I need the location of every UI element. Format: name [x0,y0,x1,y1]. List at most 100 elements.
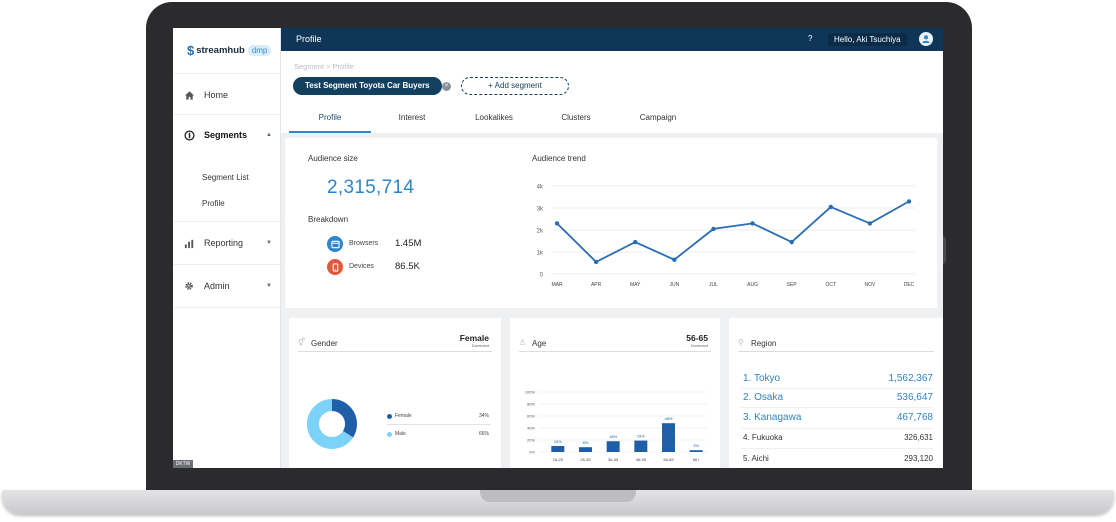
overview-card: Audience size 2,315,714 Breakdown Browse… [285,138,937,308]
sidebar-footer-tag: DKTW [173,460,193,468]
divider [519,351,711,352]
laptop-notch [480,490,636,502]
app-logo[interactable]: $ streamhub dmp [173,28,280,74]
device-icon [327,259,343,275]
x-tick-label: JUN [669,282,679,288]
region-row: 2. Osaka 536,647 [743,392,933,406]
x-tick-label: APR [591,282,602,288]
add-segment-button[interactable]: + Add segment [461,77,569,95]
bar-data-label: 8% [583,440,589,445]
x-tick-label: 18-25 [553,457,564,462]
home-icon [183,89,195,101]
brand-tag: dmp [247,45,272,56]
region-name: 3. Kanagawa [743,412,802,423]
sidebar-item-label: Home [204,90,229,100]
tab-profile[interactable]: Profile [289,107,371,133]
region-value: 1,562,367 [888,373,934,384]
divider [738,351,934,352]
region-row: 4. Fukuoka 326,631 [743,433,933,447]
sidebar-item-reporting[interactable]: Reporting ▼ [173,223,281,263]
y-tick-label: 80% [527,402,535,407]
region-value: 326,631 [904,433,933,442]
sidebar-subitem-label: Segment List [202,172,249,182]
region-name: 1. Tokyo [743,373,781,384]
audience-trend-label: Audience trend [532,154,586,163]
tab-campaign[interactable]: Campaign [639,113,677,122]
gear-icon [183,280,195,292]
y-tick-label: 0 [540,273,544,279]
close-icon[interactable]: × [442,82,451,91]
y-tick-label: 3k [537,207,544,213]
trend-point [633,239,638,245]
x-tick-label: 36-45 [608,457,619,462]
region-value: 467,768 [896,412,933,423]
age-bar [634,440,648,452]
trend-point [789,239,794,245]
sidebar-item-admin[interactable]: Admin ▼ [173,266,281,306]
sidebar-subitem-label: Profile [202,198,225,208]
gender-card: ⚥ Gender Female Dominant Female 34% Male… [289,318,501,468]
sidebar-item-profile[interactable]: Profile [173,190,281,216]
caret-down-icon: ▼ [266,240,272,246]
bar-data-label: 19% [637,434,645,439]
age-bar [689,450,703,452]
female-legend-pct: 34% [479,413,490,419]
x-tick-label: 56-65 [663,457,674,462]
trend-point [750,221,755,226]
age-bar [579,447,592,452]
male-legend-label: Male [395,431,406,437]
male-legend-pct: 66% [479,431,490,437]
breakdown-browsers-value: 1.45M [395,238,422,249]
trend-point [672,257,677,262]
region-name: 4. Fukuoka [743,433,783,442]
female-legend-dot [387,414,392,419]
bar-data-label: 48% [664,416,672,421]
region-title: Region [751,339,777,348]
gender-dominant-sub: Dominant [471,343,489,348]
x-tick-label: NOV [864,282,876,288]
x-tick-label: DEC [904,282,915,288]
user-greeting[interactable]: Hello, Aki Tsuchiya [828,33,907,46]
gender-icon: ⚥ [298,338,306,347]
region-value: 536,647 [896,392,933,403]
sidebar-item-segment-list[interactable]: Segment List [173,164,281,190]
caret-down-icon: ▼ [266,283,272,289]
y-tick-label: 0% [529,450,535,455]
x-tick-label: 66+ [693,457,700,462]
sidebar-item-label: Reporting [204,238,244,248]
audience-trend-chart: 0 1k 2k 3k 4k MAR APR MAY JUN JUL AUG SEP OCT NOV DEC [537,185,915,288]
trend-point [593,259,599,265]
divider [298,351,492,352]
sidebar-item-segments[interactable]: Segments ▲ [173,115,281,155]
bar-data-label: 18% [609,434,617,439]
page-title: Profile [296,34,322,44]
y-tick-label: 1k [537,251,544,257]
breakdown-browsers-label: Browsers [349,240,379,247]
age-bar [662,423,675,452]
y-tick-label: 2k [537,229,544,235]
user-avatar-icon[interactable] [919,32,933,46]
region-value: 293,120 [904,454,933,463]
trend-point [828,204,833,210]
y-tick-label: 4k [537,185,544,191]
sidebar-item-home[interactable]: Home [173,75,281,115]
segment-chip[interactable]: Test Segment Toyota Car Buyers [293,77,442,95]
x-tick-label: OCT [825,282,836,288]
y-tick-label: 60% [527,414,535,419]
breakdown-label: Breakdown [308,215,349,224]
trend-line [556,200,910,263]
tab-clusters[interactable]: Clusters [561,113,591,122]
female-legend-label: Female [395,413,412,419]
segment-header: Segment > Profile Test Segment Toyota Ca… [281,51,943,133]
trend-point [711,226,716,232]
help-icon[interactable]: ? [808,34,813,43]
tab-interest[interactable]: Interest [398,113,426,122]
region-name: 5. Aichi [743,454,769,463]
tab-lookalikes[interactable]: Lookalikes [475,113,513,122]
x-tick-label: 26-35 [580,457,591,462]
trend-point [867,221,873,226]
gender-title: Gender [311,339,338,348]
audience-size-value: 2,315,714 [327,177,415,198]
age-dominant-sub: Dominant [690,343,708,348]
age-bar-chart: 0% 20% 40% 60% 80% 100% 10% 18-25 8% 26-35 18% 36-4… [525,390,708,462]
